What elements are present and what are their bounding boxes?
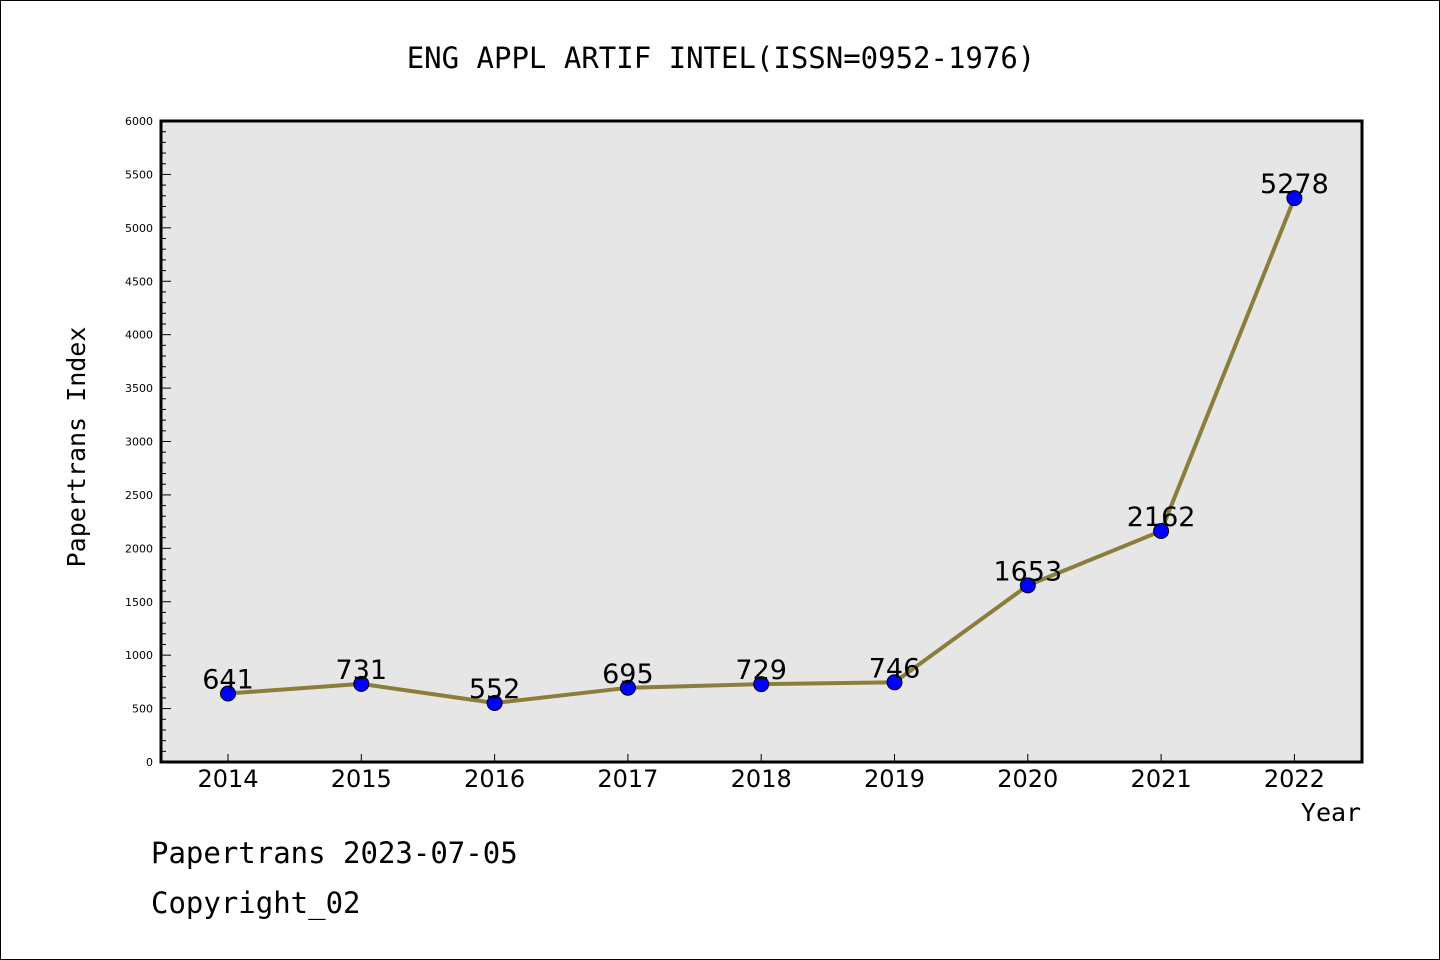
data-label: 2162 [1127,502,1196,533]
x-tick-label: 2014 [197,765,258,793]
data-point [886,674,903,691]
data-label: 552 [469,674,521,705]
plot-area [159,119,1364,764]
x-tick-label: 2018 [731,765,792,793]
data-points [220,190,1303,712]
data-point [753,676,770,693]
x-axis-label: Year [1301,798,1361,827]
data-label: 1653 [993,556,1062,587]
y-tick-label: 6000 [125,115,153,128]
y-tick-label: 5000 [125,222,153,235]
chart-title: ENG APPL ARTIF INTEL(ISSN=0952-1976) [407,41,1036,75]
x-tick-label: 2015 [331,765,392,793]
data-label: 5278 [1260,169,1329,200]
y-tick-label: 3500 [125,382,153,395]
data-point [1286,190,1303,207]
data-label: 731 [336,655,388,686]
x-tick-label: 2017 [597,765,658,793]
data-label: 729 [735,655,787,686]
y-tick-label: 1500 [125,596,153,609]
data-point [1153,523,1170,540]
x-tick-label: 2019 [864,765,925,793]
y-axis-label: Papertrans Index [62,327,91,568]
x-tick-label: 2020 [997,765,1058,793]
x-tick-label: 2016 [464,765,525,793]
data-label: 695 [602,659,654,690]
y-tick-label: 2000 [125,542,153,555]
data-point [220,685,236,702]
data-labels: 641 731 552 695 729 746 1653 2162 5278 [202,169,1329,705]
data-point [486,695,503,712]
x-tick-label: 2022 [1264,765,1325,793]
y-tick-label: 1000 [125,649,153,662]
data-point [1019,577,1036,594]
y-minor-ticks [161,131,166,752]
footer-date: Papertrans 2023-07-05 [151,836,518,870]
y-tick-label: 2500 [125,489,153,502]
data-point [619,679,636,696]
x-axis: 2014 2015 2016 2017 2018 2019 2020 2021 2022 [197,754,1325,793]
y-tick-label: 4500 [125,275,153,288]
x-tick-label: 2021 [1131,765,1192,793]
y-tick-label: 3000 [125,436,153,449]
data-label: 746 [869,653,921,684]
data-label: 641 [202,665,254,696]
y-tick-label: 4000 [125,329,153,342]
y-axis: 0 500 1000 1500 2000 2500 3000 3500 4000 4500 5000… [125,115,171,769]
y-tick-label: 5500 [125,168,153,181]
y-tick-label: 0 [146,756,153,769]
footer-copyright: Copyright_02 [151,886,361,920]
y-tick-label: 500 [132,703,153,716]
data-point [353,675,370,692]
